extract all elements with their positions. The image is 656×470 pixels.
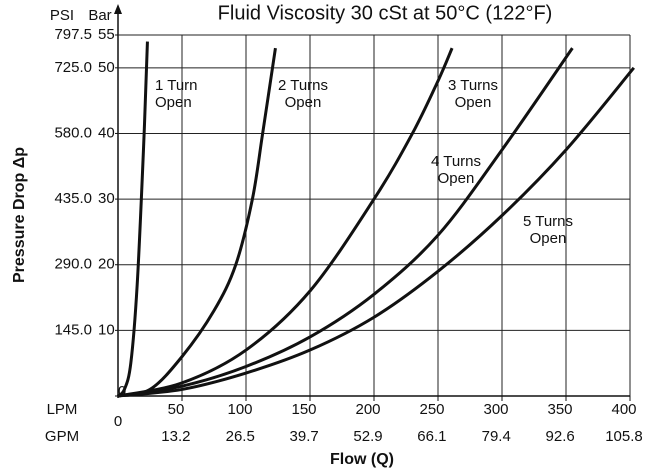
y2-tick-label: 435.0 — [54, 190, 92, 207]
curve — [116, 41, 149, 398]
curve-label: Open — [530, 230, 567, 247]
x2-tick-label: 26.5 — [226, 428, 255, 445]
y-tick-label: 40 — [98, 124, 115, 141]
chart-title: Fluid Viscosity 30 cSt at 50°C (122°F) — [218, 2, 553, 24]
curve-label: Open — [155, 94, 192, 111]
y-unit: Bar — [88, 7, 111, 24]
y-tick-label: 20 — [98, 256, 115, 273]
x-tick-label: 200 — [355, 401, 380, 418]
curve-label: Open — [438, 170, 475, 187]
x-tick-label: 350 — [547, 401, 572, 418]
curve-label: 1 Turn — [155, 77, 198, 94]
x-tick-label: 150 — [291, 401, 316, 418]
y-tick-label: 55 — [98, 26, 115, 43]
curve-label: 4 Turns — [431, 153, 481, 170]
curve — [117, 66, 635, 398]
y-axis-label: Pressure Drop Δp — [11, 147, 28, 283]
curve-label: 5 Turns — [523, 213, 573, 230]
x2-unit: GPM — [45, 428, 79, 445]
x2-tick-label: 52.9 — [353, 428, 382, 445]
x2-tick-label: 13.2 — [161, 428, 190, 445]
x-tick-label: 250 — [419, 401, 444, 418]
y-tick-label: 50 — [98, 59, 115, 76]
curve-label: Open — [285, 94, 322, 111]
y2-tick-label: 797.5 — [54, 26, 92, 43]
axis-arrow — [114, 4, 122, 14]
y2-tick-label: 580.0 — [54, 124, 92, 141]
x-unit: LPM — [47, 401, 78, 418]
curve-label: 3 Turns — [448, 77, 498, 94]
y2-tick-label: 725.0 — [54, 59, 92, 76]
curve — [117, 47, 454, 398]
x-tick-label: 400 — [611, 401, 636, 418]
x2-tick-label: 105.8 — [605, 428, 643, 445]
x2-tick-label: 66.1 — [417, 428, 446, 445]
curve-label: Open — [455, 94, 492, 111]
x-tick-label: 300 — [483, 401, 508, 418]
x2-tick-label: 79.4 — [482, 428, 511, 445]
y2-tick-label: 145.0 — [54, 321, 92, 338]
curve — [117, 47, 574, 398]
x-tick-label: 50 — [168, 401, 185, 418]
x2-tick-label: 0 — [114, 413, 122, 430]
x-axis-label: Flow (Q) — [330, 451, 394, 468]
x2-tick-label: 39.7 — [290, 428, 319, 445]
curve — [117, 47, 277, 398]
y2-unit: PSI — [50, 7, 74, 24]
x2-tick-label: 92.6 — [546, 428, 575, 445]
curve-label: 2 Turns — [278, 77, 328, 94]
y2-tick-label: 290.0 — [54, 256, 92, 273]
y-tick-label: 30 — [98, 190, 115, 207]
x-tick-label: 100 — [227, 401, 252, 418]
y-tick-label: 10 — [98, 321, 115, 338]
